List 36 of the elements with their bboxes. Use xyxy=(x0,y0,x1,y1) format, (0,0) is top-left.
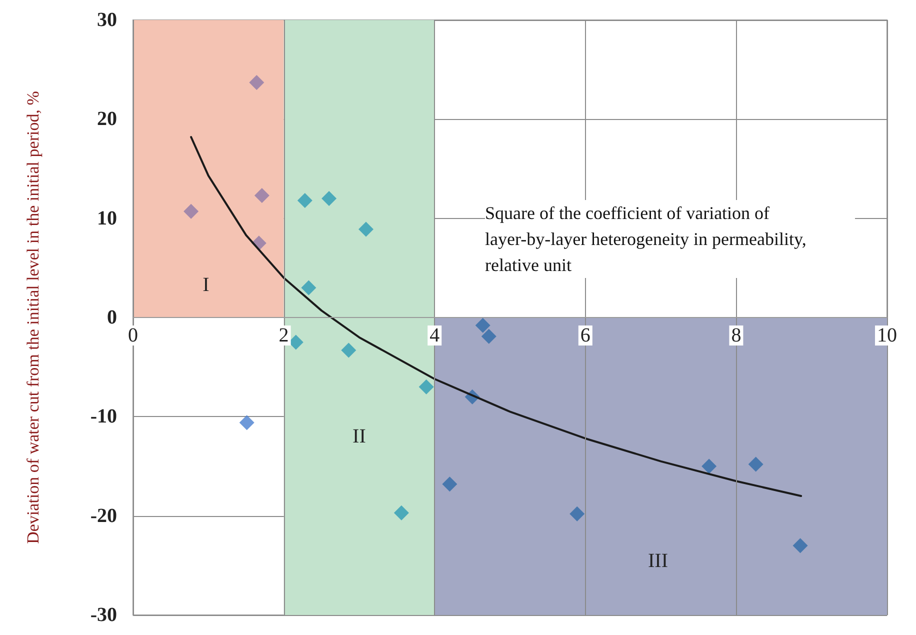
band-label: II xyxy=(352,426,366,448)
annotation: III xyxy=(648,550,668,572)
y-tick-label: 10 xyxy=(97,207,117,230)
x-tick-label: 2 xyxy=(278,324,289,346)
point xyxy=(249,74,264,90)
point xyxy=(394,505,409,520)
point xyxy=(418,379,434,394)
point xyxy=(702,458,717,474)
y-axis-title: Deviation of water cut from the initial level in the initial period, % xyxy=(24,91,42,544)
point xyxy=(358,222,374,237)
point xyxy=(792,538,808,554)
y-tick-label: 20 xyxy=(97,108,117,130)
point xyxy=(475,318,490,333)
x-tick-label: 6 xyxy=(580,324,590,346)
x-tick-label: 4 xyxy=(430,324,440,346)
point xyxy=(322,191,337,206)
x-tick-label: 0 xyxy=(128,324,138,346)
point xyxy=(239,415,254,430)
point xyxy=(184,204,199,219)
point xyxy=(297,192,312,208)
y-tick-label: -30 xyxy=(90,604,117,626)
point xyxy=(341,342,356,358)
x-tick-label: 8 xyxy=(731,324,742,346)
point xyxy=(254,188,270,204)
x-tick-label: 10 xyxy=(877,324,897,346)
y-tick-label: 30 xyxy=(97,9,117,31)
x-axis-title: Square of the coefficient of variation of layer-by-layer heterogeneity in permeability, relative unit xyxy=(485,203,811,275)
y-tick-label: 0 xyxy=(107,306,117,328)
point xyxy=(301,280,316,296)
annotation: I xyxy=(202,274,210,296)
point xyxy=(748,456,764,472)
y-tick-label: -10 xyxy=(90,406,117,428)
point xyxy=(481,328,496,344)
y-tick-label: -20 xyxy=(90,504,117,527)
point xyxy=(442,476,458,492)
point xyxy=(570,506,585,522)
